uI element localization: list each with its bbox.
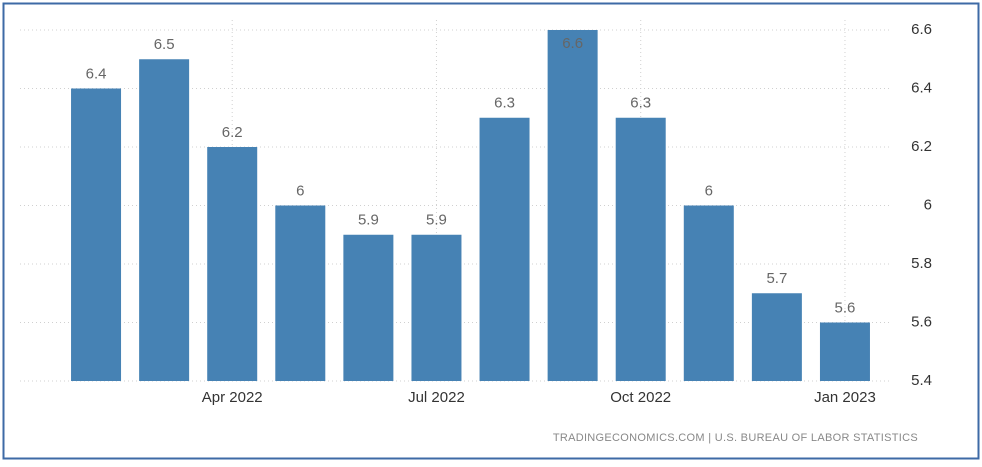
bar — [547, 30, 598, 381]
bar — [207, 147, 258, 381]
bar — [275, 205, 326, 381]
data-label: 5.9 — [426, 212, 447, 229]
data-label: 5.9 — [358, 212, 379, 229]
data-label: 6 — [296, 182, 304, 199]
bar — [479, 117, 530, 381]
y-tick-label: 6.6 — [911, 21, 932, 38]
bar — [71, 88, 122, 381]
data-label: 6.4 — [86, 65, 107, 82]
y-tick-label: 6.2 — [911, 138, 932, 155]
x-tick-label: Jan 2023 — [814, 389, 876, 406]
data-label: 6.5 — [154, 36, 175, 53]
data-label: 5.6 — [835, 299, 856, 316]
data-label: 5.7 — [766, 270, 787, 287]
data-label: 6.3 — [494, 95, 515, 112]
bar — [683, 205, 734, 381]
y-tick-label: 6.4 — [911, 79, 932, 96]
y-tick-label: 5.4 — [911, 372, 932, 389]
bar — [751, 293, 802, 381]
bar — [411, 234, 462, 381]
bar — [343, 234, 394, 381]
frame — [2, 2, 980, 460]
bar — [615, 117, 666, 381]
x-tick-label: Apr 2022 — [202, 389, 263, 406]
data-label: 6.2 — [222, 124, 243, 141]
data-label: 6.6 — [562, 35, 583, 52]
bar — [819, 322, 870, 381]
y-tick-label: 6 — [924, 196, 932, 213]
data-label: 6 — [705, 182, 713, 199]
y-tick-label: 5.8 — [911, 255, 932, 272]
x-tick-label: Jul 2022 — [408, 389, 465, 406]
data-label: 6.3 — [630, 95, 651, 112]
bar — [139, 59, 190, 381]
x-tick-label: Oct 2022 — [610, 389, 671, 406]
source: TRADINGECONOMICS.COM | U.S. BUREAU OF LA… — [553, 432, 918, 444]
y-tick-label: 5.6 — [911, 313, 932, 330]
